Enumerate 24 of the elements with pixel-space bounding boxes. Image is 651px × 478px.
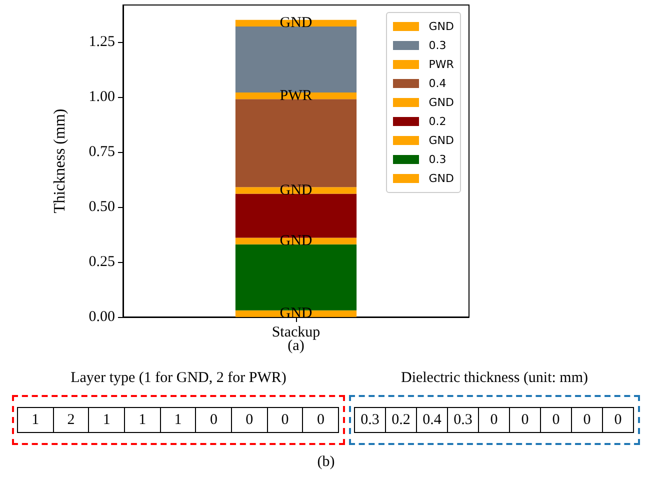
text: Layer type (1 for GND, 2 for PWR) bbox=[70, 370, 286, 387]
dashed-frame: 0.3 0.2 0.4 0.3 0 0 0 0 0 bbox=[349, 395, 640, 445]
dashed-frame: 1 2 1 1 1 0 0 0 0 bbox=[12, 395, 345, 445]
y-tick-label: 0.75 bbox=[88, 144, 115, 160]
legend-label: PWR bbox=[428, 58, 454, 71]
legend-label: 0.3 bbox=[428, 153, 446, 166]
y-tick-label: 0.00 bbox=[88, 309, 115, 325]
legend-label: GND bbox=[428, 134, 454, 147]
y-tick-label: 0.25 bbox=[88, 254, 115, 270]
legend-label: GND bbox=[428, 20, 454, 33]
y-tick-label: 1.00 bbox=[88, 88, 115, 105]
legend-label: 0.4 bbox=[428, 77, 446, 90]
text: (a) bbox=[288, 338, 304, 355]
data-label: PWR bbox=[280, 88, 312, 104]
legend-label: 0.3 bbox=[428, 39, 446, 52]
legend-label: GND bbox=[428, 172, 454, 185]
y-axis-title: Thickness (mm) bbox=[52, 108, 68, 214]
legend-label: 0.2 bbox=[428, 115, 446, 128]
x-tick-label: Stackup bbox=[272, 324, 320, 340]
y-tick-label: 0.50 bbox=[88, 198, 115, 215]
text: (b) bbox=[317, 454, 335, 471]
text: Dielectric thickness (unit: mm) bbox=[400, 370, 588, 387]
legend-label: GND bbox=[428, 96, 454, 109]
y-tick-label: 1.25 bbox=[88, 34, 115, 50]
